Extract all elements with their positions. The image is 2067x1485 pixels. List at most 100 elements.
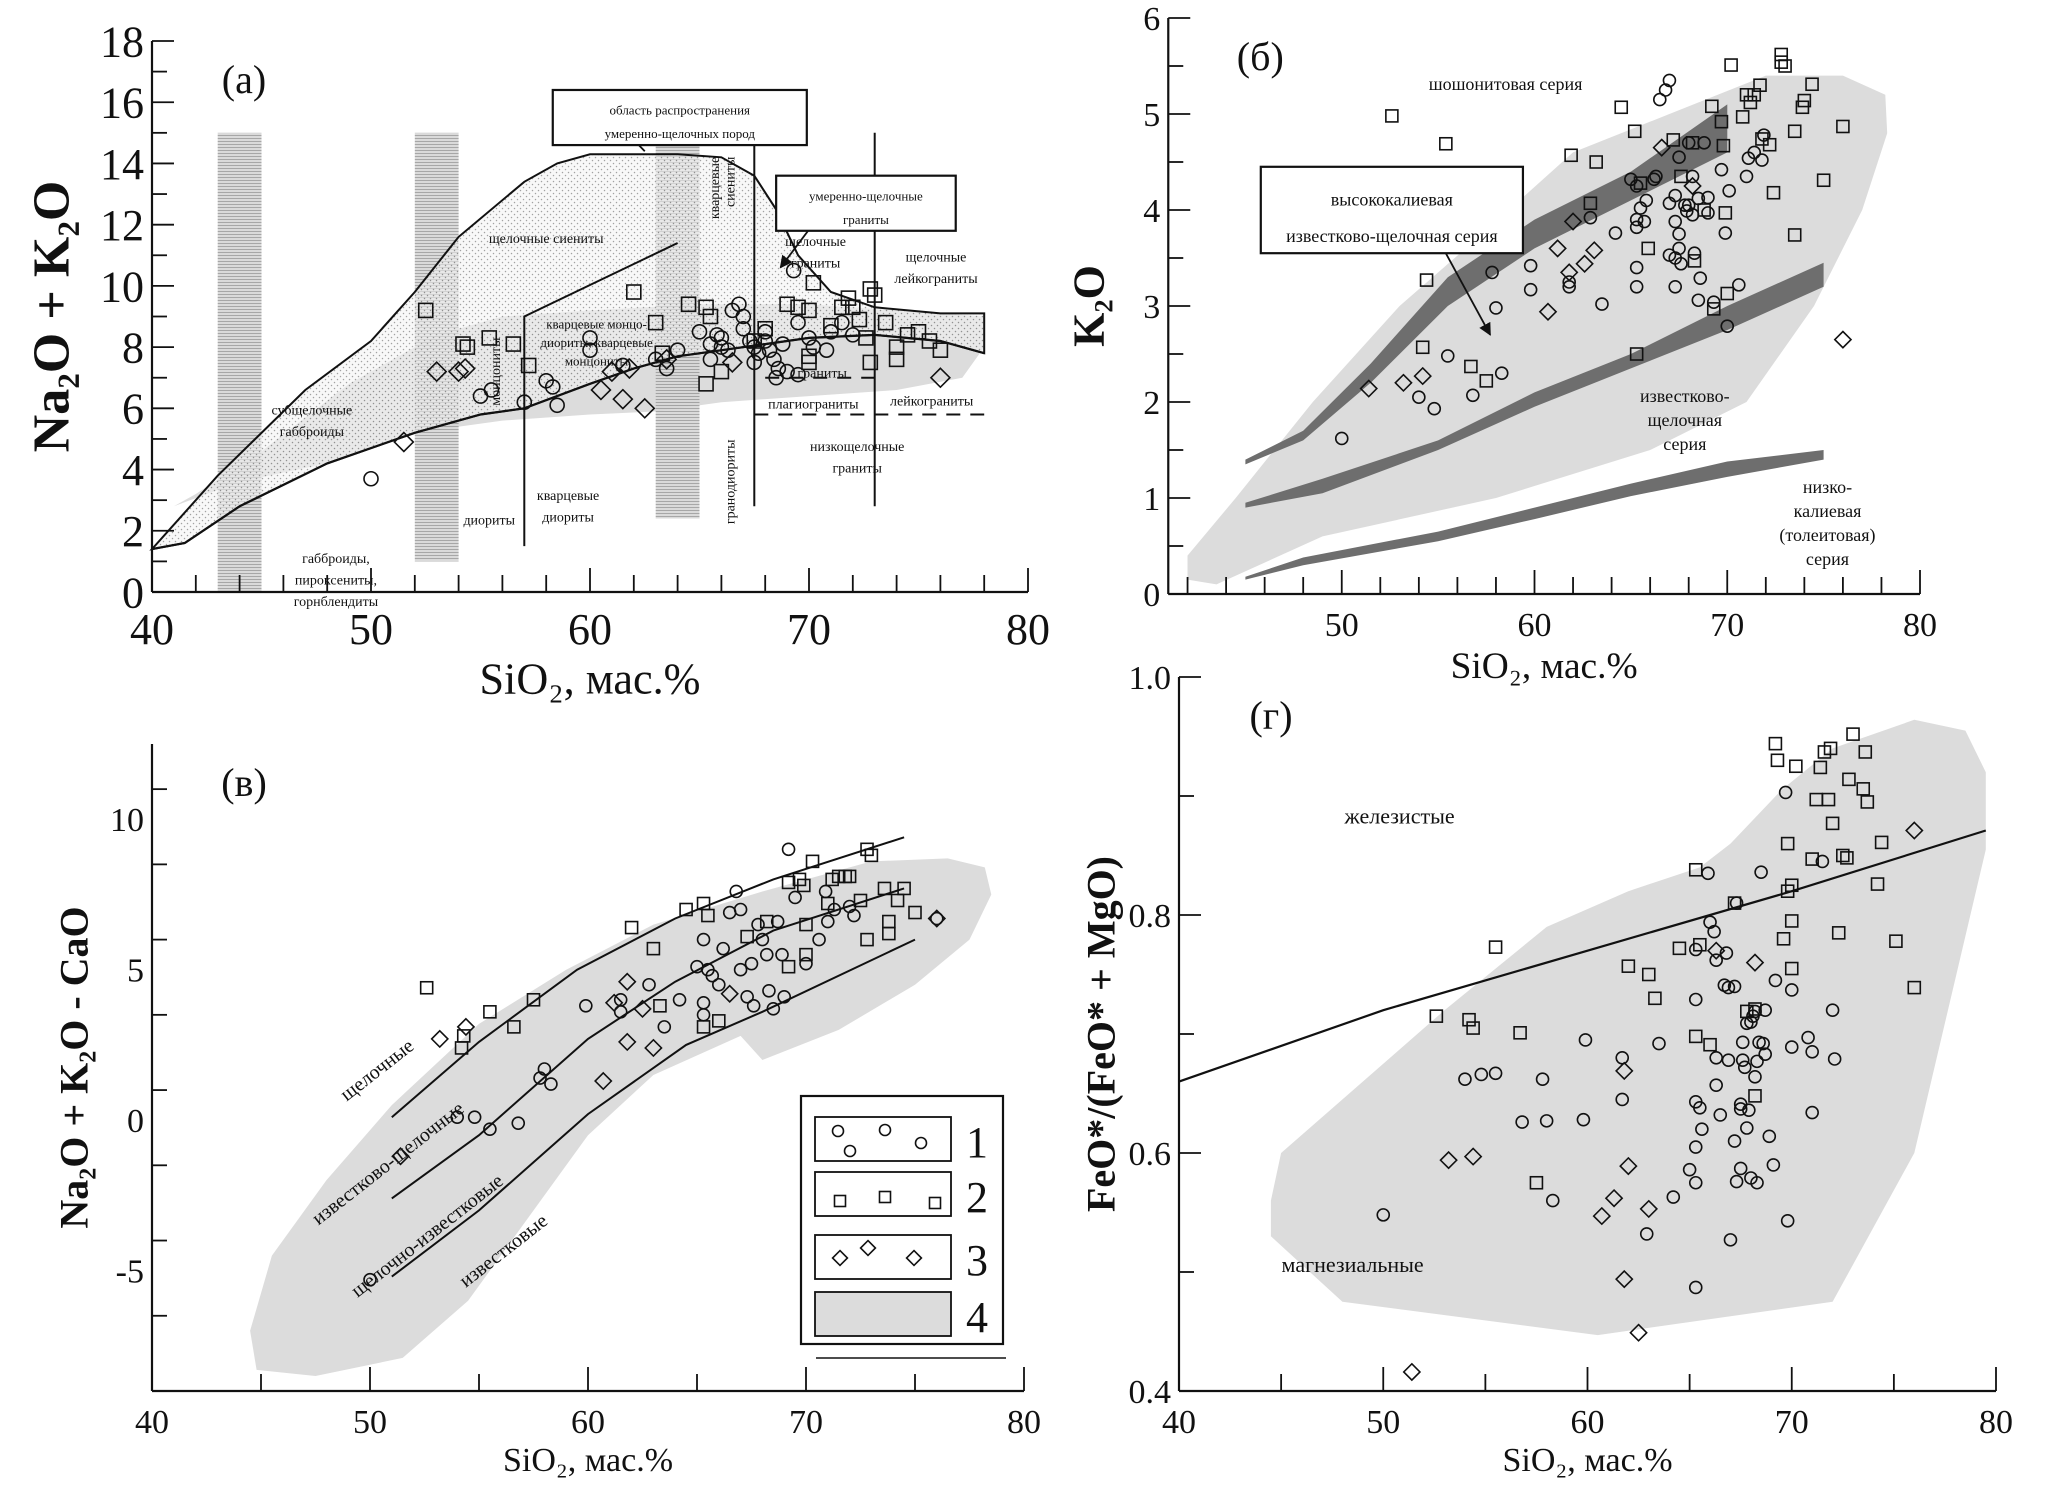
square-point bbox=[823, 317, 839, 334]
y-tick-label: 0.4 bbox=[1129, 1374, 1172, 1411]
circle-point bbox=[1805, 1105, 1819, 1120]
square-point bbox=[864, 848, 879, 863]
malc-boundary-line bbox=[391, 938, 916, 1278]
circle-point bbox=[1666, 1190, 1681, 1204]
circle-point bbox=[1709, 953, 1723, 968]
x-tick-label: 60 bbox=[1518, 607, 1552, 644]
x-tick-label: 80 bbox=[1979, 1404, 2013, 1441]
circle-point bbox=[705, 968, 720, 983]
circle-point bbox=[709, 327, 725, 343]
circle-point bbox=[1784, 1040, 1799, 1054]
circle-point bbox=[1719, 946, 1734, 960]
square-point bbox=[908, 905, 922, 920]
circle-point bbox=[544, 1077, 558, 1091]
y-tick-label: 6 bbox=[1143, 1, 1160, 38]
y-tick-label: 4 bbox=[122, 446, 144, 495]
region-label: серия bbox=[1663, 434, 1706, 454]
legend: 1 2 3 4 bbox=[799, 1094, 1006, 1359]
circle-point bbox=[1750, 1054, 1764, 1069]
circle-point bbox=[1629, 179, 1644, 193]
square-point bbox=[757, 320, 774, 337]
diamond-point bbox=[1604, 1188, 1624, 1208]
circle-point bbox=[1652, 1036, 1666, 1051]
circle-point bbox=[1595, 297, 1609, 311]
square-point bbox=[1787, 124, 1802, 139]
square-point bbox=[1705, 99, 1719, 114]
y-axis-title: Na₂O + K₂O - CaO bbox=[51, 906, 96, 1228]
square-point bbox=[1776, 931, 1791, 946]
circle-point bbox=[1615, 1092, 1630, 1107]
square-point bbox=[1889, 934, 1903, 948]
circle-point bbox=[1649, 169, 1663, 184]
region-label: щелочная bbox=[1648, 410, 1722, 430]
square-point bbox=[1840, 851, 1854, 865]
square-point bbox=[805, 854, 820, 869]
circle-point bbox=[579, 999, 593, 1013]
square-point bbox=[877, 881, 892, 896]
callout-text: умеренно-щелочных пород bbox=[605, 126, 756, 141]
region-label: магнезиальные bbox=[1282, 1252, 1424, 1277]
x-axis-title: SiO₂, мас.% bbox=[479, 654, 700, 703]
ferroan-magnesian-boundary bbox=[1178, 829, 1987, 1083]
circle-point bbox=[1639, 193, 1654, 208]
diamond-point bbox=[1359, 379, 1378, 398]
circle-point bbox=[766, 1002, 781, 1016]
callout-text: высококалиевая bbox=[1331, 189, 1453, 209]
square-point bbox=[1714, 114, 1729, 129]
square-point bbox=[1687, 254, 1702, 268]
square-point bbox=[1641, 967, 1656, 982]
y-tick-label: 0 bbox=[127, 1103, 144, 1140]
legend-swatch bbox=[814, 1234, 952, 1280]
region-label: низкощелочные bbox=[810, 440, 904, 455]
square-point bbox=[1724, 58, 1738, 72]
x-tick-label: 40 bbox=[130, 605, 174, 654]
square-point bbox=[459, 339, 476, 355]
diamond-point bbox=[1413, 366, 1432, 386]
square-point bbox=[851, 311, 868, 328]
region-label: серия bbox=[1806, 549, 1849, 569]
square-point bbox=[1823, 741, 1838, 756]
diamond-point bbox=[1615, 1061, 1634, 1081]
panel-letter: (г) bbox=[1249, 693, 1292, 738]
square-point bbox=[1693, 937, 1707, 952]
square-legend-marker bbox=[878, 1190, 892, 1204]
circle-point bbox=[1733, 1102, 1748, 1116]
circle-point bbox=[1721, 1053, 1736, 1067]
square-point bbox=[1825, 816, 1840, 831]
square-point bbox=[698, 299, 714, 316]
legend-item-4: 4 bbox=[814, 1291, 988, 1342]
circle-legend-marker bbox=[878, 1123, 892, 1137]
circle-point bbox=[1754, 865, 1768, 879]
square-point bbox=[1688, 1029, 1703, 1044]
alkaline-subalkaline-boundary bbox=[151, 333, 985, 551]
legend-swatch bbox=[814, 1291, 952, 1337]
y-axis-title: FeO*/(FeO* + MgO) bbox=[1078, 856, 1123, 1212]
circle-point bbox=[537, 1062, 552, 1076]
diamond-point bbox=[1585, 241, 1604, 260]
circle-point bbox=[1801, 1030, 1815, 1045]
circle-point bbox=[1682, 1162, 1697, 1177]
circle-point bbox=[1742, 1103, 1756, 1117]
circle-point bbox=[713, 330, 730, 346]
region-label: монцониты bbox=[565, 353, 629, 368]
circle-point bbox=[1722, 184, 1736, 198]
panel-a-tas-diagram: щелочные сиениты кварцевые монцо-диориты,… bbox=[23, 17, 1050, 703]
x-tick-label: 70 bbox=[789, 1404, 823, 1441]
circle-point bbox=[672, 992, 687, 1007]
region-label: калиевая bbox=[1794, 501, 1862, 521]
square-point bbox=[1385, 109, 1399, 123]
square-point bbox=[646, 941, 661, 956]
callout-text: известково-щелочная серия bbox=[1286, 226, 1498, 246]
circle-point bbox=[1747, 145, 1762, 160]
square-point bbox=[1836, 119, 1850, 134]
square-point bbox=[882, 926, 896, 941]
circle-point bbox=[735, 320, 752, 337]
x-tick-label: 40 bbox=[135, 1404, 169, 1441]
diamond-point bbox=[618, 1032, 637, 1052]
diamond-point bbox=[1683, 176, 1702, 196]
square-point bbox=[801, 302, 817, 319]
square-point bbox=[1743, 95, 1758, 110]
circle-point bbox=[1488, 1066, 1503, 1081]
diamond-point bbox=[1563, 212, 1583, 231]
y-tick-label: -5 bbox=[116, 1254, 144, 1291]
